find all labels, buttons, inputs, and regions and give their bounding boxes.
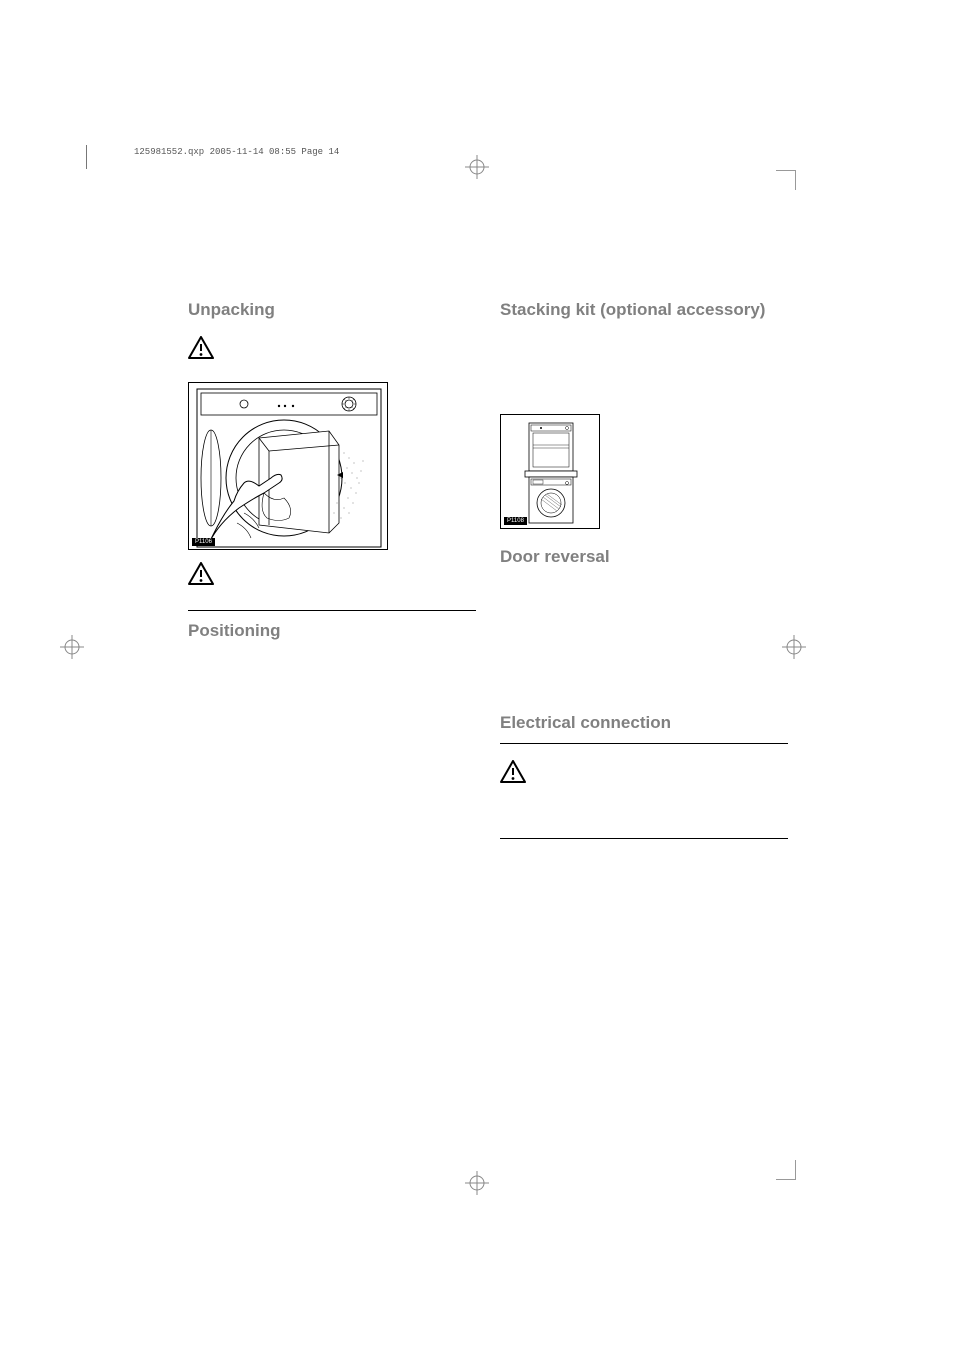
- warning-icon: [188, 562, 214, 590]
- left-column: Unpacking: [188, 300, 476, 849]
- illustration-label: P1108: [504, 517, 527, 525]
- registration-mark-left: [60, 635, 84, 659]
- illustration-unpacking: P1106: [188, 382, 388, 550]
- illustration-stacking: P1108: [500, 414, 600, 529]
- heading-positioning: Positioning: [188, 621, 476, 641]
- warning-icon: [188, 336, 214, 364]
- heading-electrical: Electrical connection: [500, 713, 788, 733]
- heading-door-reversal: Door reversal: [500, 547, 788, 567]
- heading-stacking: Stacking kit (optional accessory): [500, 300, 788, 320]
- crop-mark: [776, 1160, 796, 1180]
- right-column: Stacking kit (optional accessory): [500, 300, 788, 849]
- edge-mark: [86, 145, 87, 169]
- page-content: Unpacking: [188, 300, 788, 849]
- crop-mark: [776, 170, 796, 190]
- divider: [188, 610, 476, 611]
- illustration-label: P1106: [192, 538, 215, 546]
- warning-icon: [500, 760, 526, 788]
- divider: [500, 743, 788, 744]
- heading-unpacking: Unpacking: [188, 300, 476, 320]
- divider: [500, 838, 788, 839]
- registration-mark-bottom: [465, 1171, 489, 1195]
- registration-mark-top: [465, 155, 489, 179]
- print-meta-header: 125981552.qxp 2005-11-14 08:55 Page 14: [134, 147, 339, 157]
